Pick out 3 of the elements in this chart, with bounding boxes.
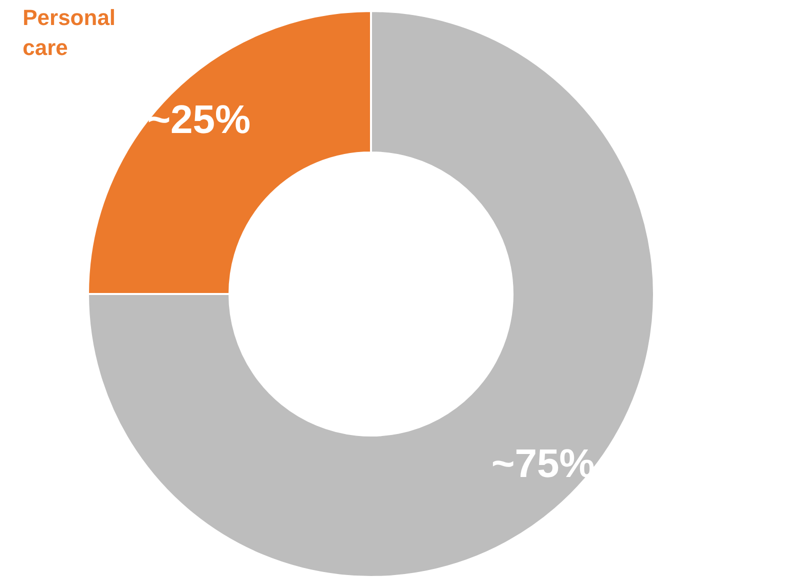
data-label: ~75%	[491, 442, 595, 486]
slice-label: Personal care	[22, 5, 116, 60]
data-label: ~25%	[147, 98, 251, 142]
